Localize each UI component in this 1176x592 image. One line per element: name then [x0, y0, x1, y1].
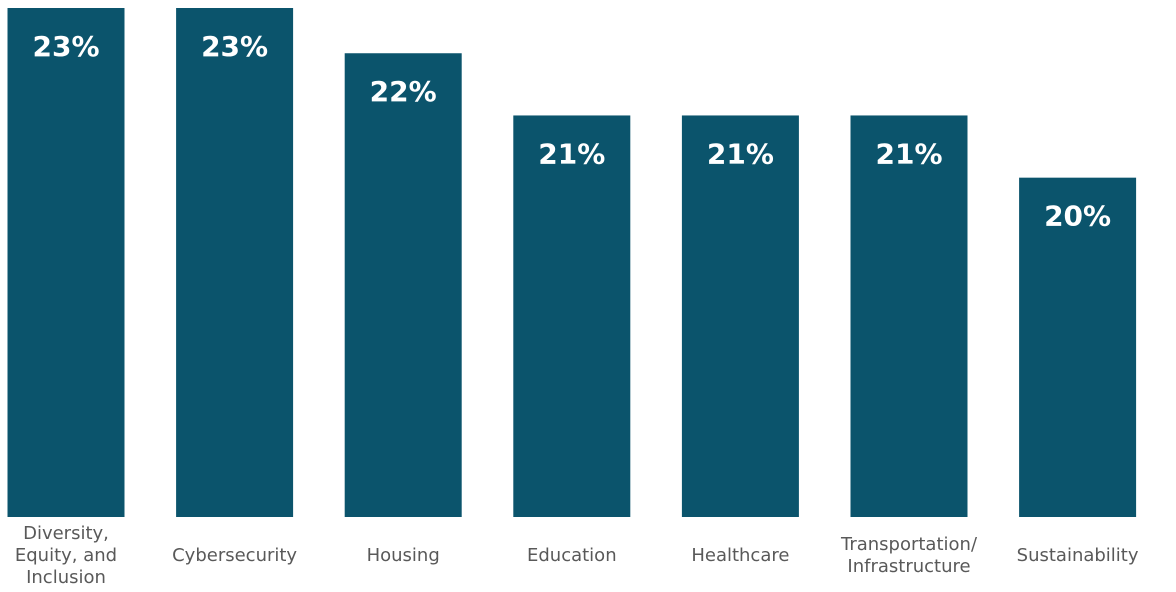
- x-tick-label: Education: [526, 545, 617, 566]
- bar: [1019, 177, 1137, 517]
- x-tick-label: Housing: [366, 545, 440, 566]
- bar: [7, 8, 125, 517]
- bar: [681, 115, 799, 517]
- x-tick-label: Transportation/ Infrastructure: [840, 534, 978, 577]
- value-label: 21%: [707, 137, 774, 170]
- value-label: 21%: [538, 137, 605, 170]
- value-label: 22%: [370, 75, 437, 108]
- x-tick-label: Healthcare: [691, 545, 790, 566]
- x-tick-label: Diversity, Equity, and Inclusion: [14, 523, 118, 588]
- bar: [176, 8, 294, 517]
- value-label: 23%: [32, 30, 99, 63]
- value-label: 20%: [1044, 200, 1111, 233]
- bar: [850, 115, 968, 517]
- value-label: 21%: [875, 137, 942, 170]
- x-tick-label: Sustainability: [1016, 545, 1139, 566]
- x-tick-label: Cybersecurity: [172, 545, 298, 566]
- bar: [344, 53, 462, 517]
- bar: [513, 115, 631, 517]
- value-label: 23%: [201, 30, 268, 63]
